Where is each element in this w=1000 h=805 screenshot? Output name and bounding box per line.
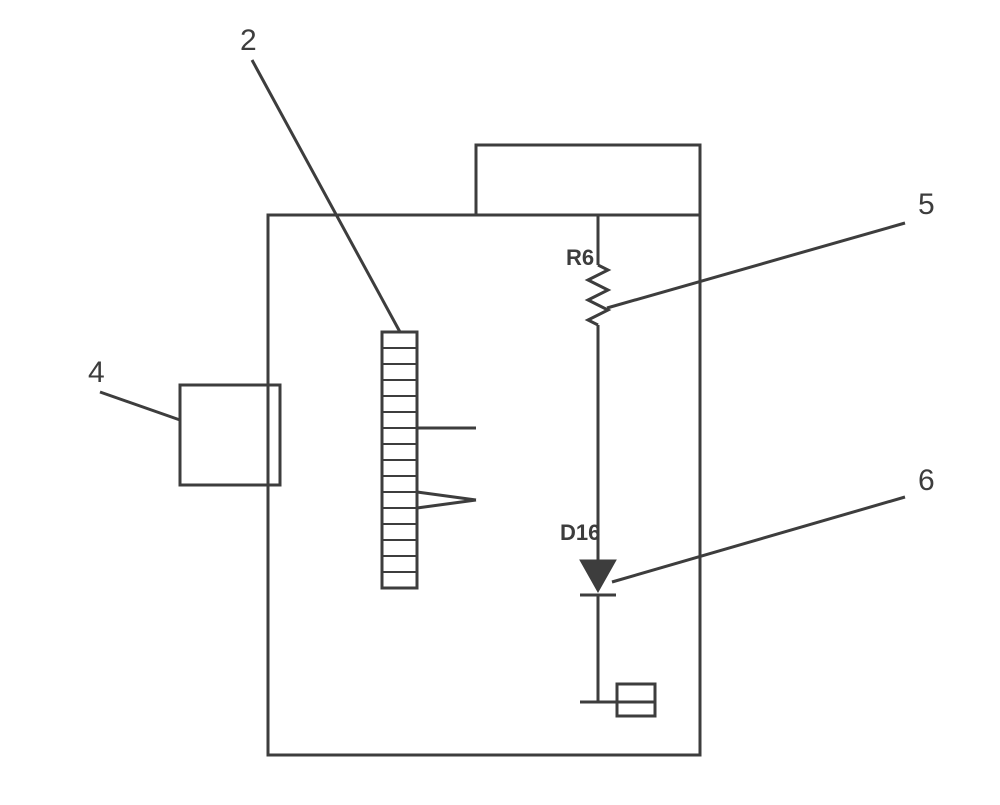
callout-line-5	[607, 223, 905, 308]
callout-line-2	[252, 60, 400, 332]
callout-label-4: 4	[88, 356, 105, 389]
resistor-r6	[588, 265, 608, 325]
device-outline	[268, 145, 700, 755]
callout-line-6	[612, 497, 905, 582]
resistor-label: R6	[566, 245, 594, 270]
callout-label-5: 5	[918, 188, 935, 221]
diode-d16	[580, 560, 616, 592]
coil-bottom-tap	[417, 500, 476, 508]
terminal-block	[617, 684, 655, 716]
callout-label-2: 2	[240, 24, 257, 57]
diode-label: D16	[560, 520, 600, 545]
block-4	[180, 385, 280, 485]
callout-label-6: 6	[918, 464, 935, 497]
callout-line-4	[100, 392, 180, 420]
